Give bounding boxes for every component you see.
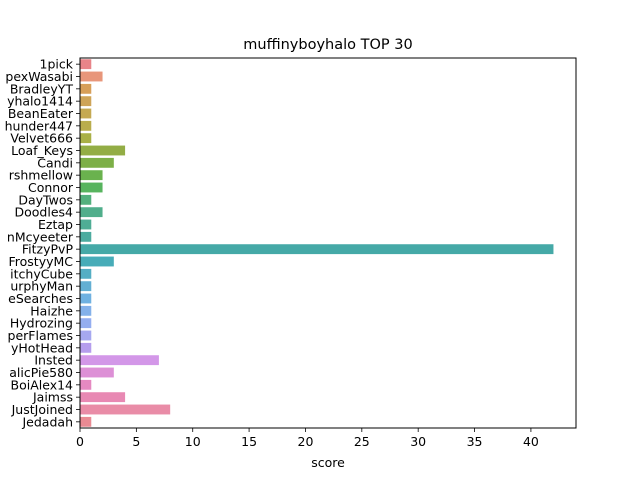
x-tick-label: 5 (132, 434, 140, 449)
bar-4 (80, 108, 92, 119)
bar-11 (80, 194, 92, 205)
x-tick-label: 25 (354, 434, 370, 449)
y-tick-label: Jedadah (22, 414, 74, 429)
bar-26 (80, 379, 92, 390)
x-tick-label: 0 (76, 434, 84, 449)
y-tick-label: Loaf_Keys (11, 143, 73, 158)
y-tick-label: 1pick (40, 57, 74, 72)
y-tick-label: BoiAlex14 (11, 377, 74, 392)
bar-25 (80, 367, 114, 378)
bar-29 (80, 416, 92, 427)
chart-title: muffinyboyhalo TOP 30 (243, 37, 412, 53)
bar-20 (80, 305, 92, 316)
y-tick-label: perFlames (8, 328, 73, 343)
bar-28 (80, 404, 171, 415)
x-tick-label: 20 (298, 434, 314, 449)
y-tick-label: Connor (28, 180, 74, 195)
y-tick-label: hunder447 (5, 118, 73, 133)
y-tick-label: Haizhe (30, 303, 73, 318)
y-tick-label: yhalo1414 (7, 94, 73, 109)
y-tick-label: Candi (37, 155, 73, 170)
y-tick-label: JustJoined (11, 402, 73, 417)
bar-15 (80, 244, 554, 255)
bar-18 (80, 281, 92, 292)
bar-10 (80, 182, 103, 193)
x-tick-label: 15 (241, 434, 257, 449)
bar-12 (80, 207, 103, 218)
bar-6 (80, 133, 92, 144)
bar-22 (80, 330, 92, 341)
x-axis-label: score (311, 455, 345, 470)
x-tick-label: 40 (523, 434, 539, 449)
bar-5 (80, 120, 92, 131)
bar-3 (80, 96, 92, 107)
x-tick-label: 35 (467, 434, 483, 449)
y-tick-label: DayTwos (18, 192, 73, 207)
y-tick-label: yHotHead (11, 340, 73, 355)
y-tick-labels: 1pickpexWasabiBradleyYTyhalo1414BeanEate… (5, 57, 80, 429)
y-tick-label: BradleyYT (10, 81, 74, 96)
y-tick-label: BeanEater (8, 106, 74, 121)
y-tick-label: Eztap (38, 217, 73, 232)
x-tick-labels: 0 5 10 15 20 25 30 35 40 (76, 428, 539, 449)
y-tick-label: Velvet666 (10, 131, 73, 146)
bar-9 (80, 170, 103, 181)
bar-17 (80, 268, 92, 279)
y-tick-label: FrostyyMC (8, 254, 73, 269)
y-tick-label: rshmellow (9, 168, 73, 183)
bar-13 (80, 219, 92, 230)
x-tick-label: 10 (185, 434, 201, 449)
y-tick-label: pexWasabi (5, 69, 73, 84)
y-tick-label: Hydrozing (10, 316, 73, 331)
x-tick-label: 30 (410, 434, 426, 449)
y-tick-label: urphyMan (10, 279, 73, 294)
y-tick-label: eSearches (8, 291, 73, 306)
bar-24 (80, 355, 159, 366)
y-tick-label: itchyCube (10, 266, 73, 281)
bar-2 (80, 83, 92, 94)
bar-16 (80, 256, 114, 267)
bar-14 (80, 231, 92, 242)
plot-frame (79, 57, 577, 429)
bar-27 (80, 392, 126, 403)
y-tick-label: Doodles4 (15, 205, 74, 220)
bars-group (80, 59, 554, 427)
bar-8 (80, 157, 114, 168)
y-tick-label: alicPie580 (9, 365, 73, 380)
y-tick-label: Jaimss (32, 390, 73, 405)
bar-7 (80, 145, 126, 156)
bar-23 (80, 342, 92, 353)
bar-1 (80, 71, 103, 82)
bar-21 (80, 318, 92, 329)
y-tick-label: FitzyPvP (22, 242, 74, 257)
y-tick-label: Insted (34, 353, 73, 368)
bar-19 (80, 293, 92, 304)
bar-0 (80, 59, 92, 70)
y-tick-label: nMcyeeter (7, 229, 74, 244)
